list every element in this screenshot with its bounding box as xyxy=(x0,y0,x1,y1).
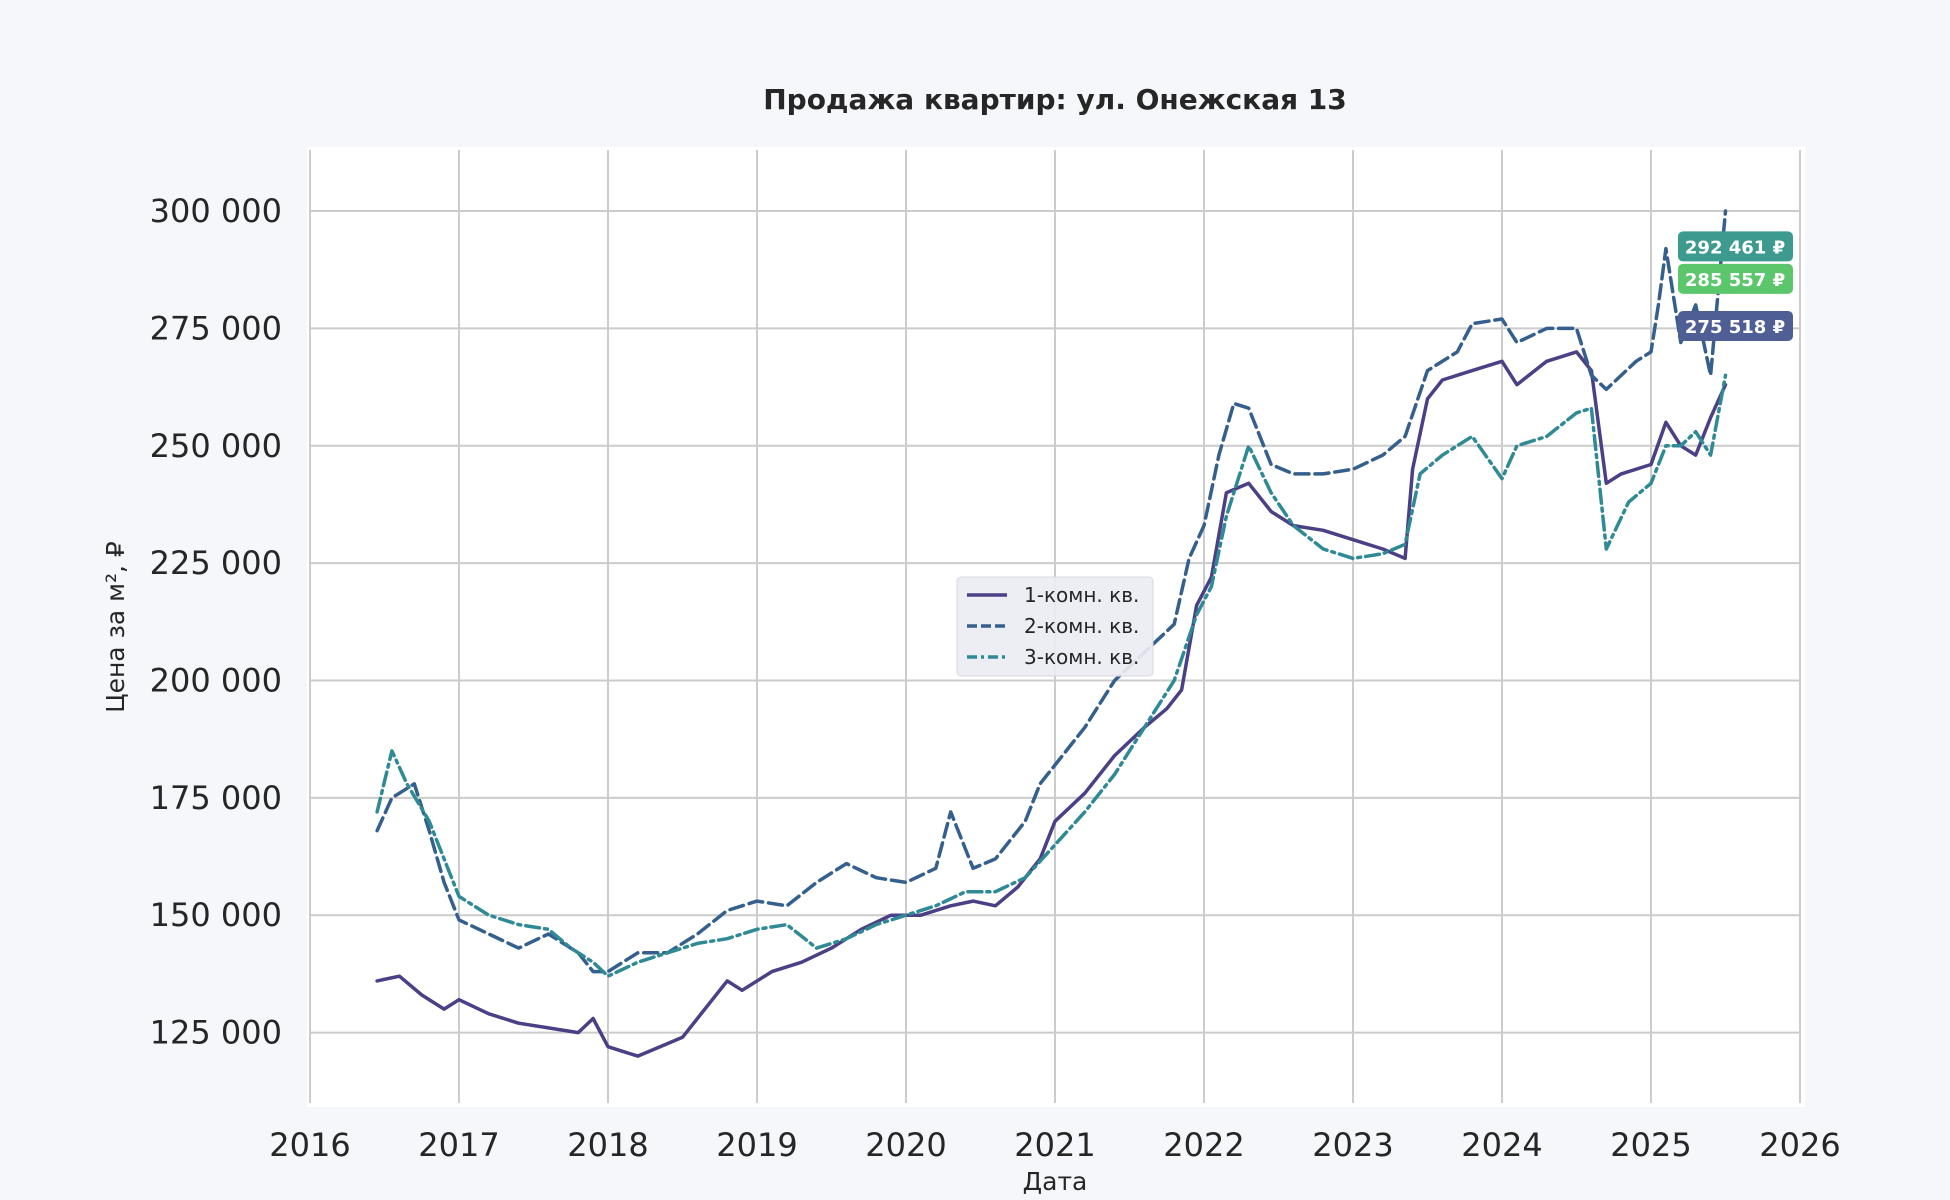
series-line-3 xyxy=(375,373,1728,978)
value-badge-label: 275 518 ₽ xyxy=(1685,317,1785,338)
legend: 1-комн. кв. 2-комн. кв. 3-комн. кв. xyxy=(956,576,1154,677)
y-tick-label: 250 000 xyxy=(150,427,282,465)
series-line-1 xyxy=(375,350,1728,1058)
value-badge xyxy=(1678,231,1793,262)
x-axis-label: Дата xyxy=(1023,1167,1088,1196)
legend-box xyxy=(956,576,1154,677)
grid-layer xyxy=(309,150,1801,1103)
y-tick-label: 150 000 xyxy=(150,896,282,934)
y-tick-label: 275 000 xyxy=(150,309,282,347)
y-tick-label: 175 000 xyxy=(150,779,282,817)
x-tick-label: 2018 xyxy=(567,1126,648,1164)
legend-label: 3-комн. кв. xyxy=(1024,645,1139,669)
value-badge xyxy=(1678,310,1793,341)
x-tick-label: 2022 xyxy=(1163,1126,1244,1164)
value-badge xyxy=(1678,263,1793,294)
y-tick-label: 300 000 xyxy=(150,192,282,230)
y-axis-label: Цена за м², ₽ xyxy=(101,541,130,713)
series-line-2 xyxy=(375,209,1728,974)
legend-label: 1-комн. кв. xyxy=(1024,583,1139,607)
value-badge-label: 285 557 ₽ xyxy=(1685,270,1785,291)
badge-layer: 292 461 ₽ 285 557 ₽ 275 518 ₽ xyxy=(1678,231,1793,341)
series-layer xyxy=(375,209,1728,1058)
x-tick-label: 2019 xyxy=(716,1126,797,1164)
value-badge-label: 292 461 ₽ xyxy=(1685,237,1785,258)
x-tick-label: 2025 xyxy=(1610,1126,1691,1164)
y-tick-label: 200 000 xyxy=(150,661,282,699)
y-tick-label: 225 000 xyxy=(150,544,282,582)
x-tick-label: 2017 xyxy=(418,1126,499,1164)
y-tick-label: 125 000 xyxy=(150,1014,282,1052)
x-tick-label: 2020 xyxy=(865,1126,946,1164)
legend-label: 2-комн. кв. xyxy=(1024,614,1139,638)
x-tick-label: 2026 xyxy=(1759,1126,1840,1164)
x-tick-label: 2024 xyxy=(1461,1126,1542,1164)
x-tick-label: 2023 xyxy=(1312,1126,1393,1164)
x-tick-label: 2021 xyxy=(1014,1126,1095,1164)
tick-layer: 2016 2017 2018 2019 2020 2021 2022 2023 2024 2025… xyxy=(150,192,1841,1164)
x-tick-label: 2016 xyxy=(269,1126,350,1164)
chart-title: Продажа квартир: ул. Онежская 13 xyxy=(763,83,1347,116)
